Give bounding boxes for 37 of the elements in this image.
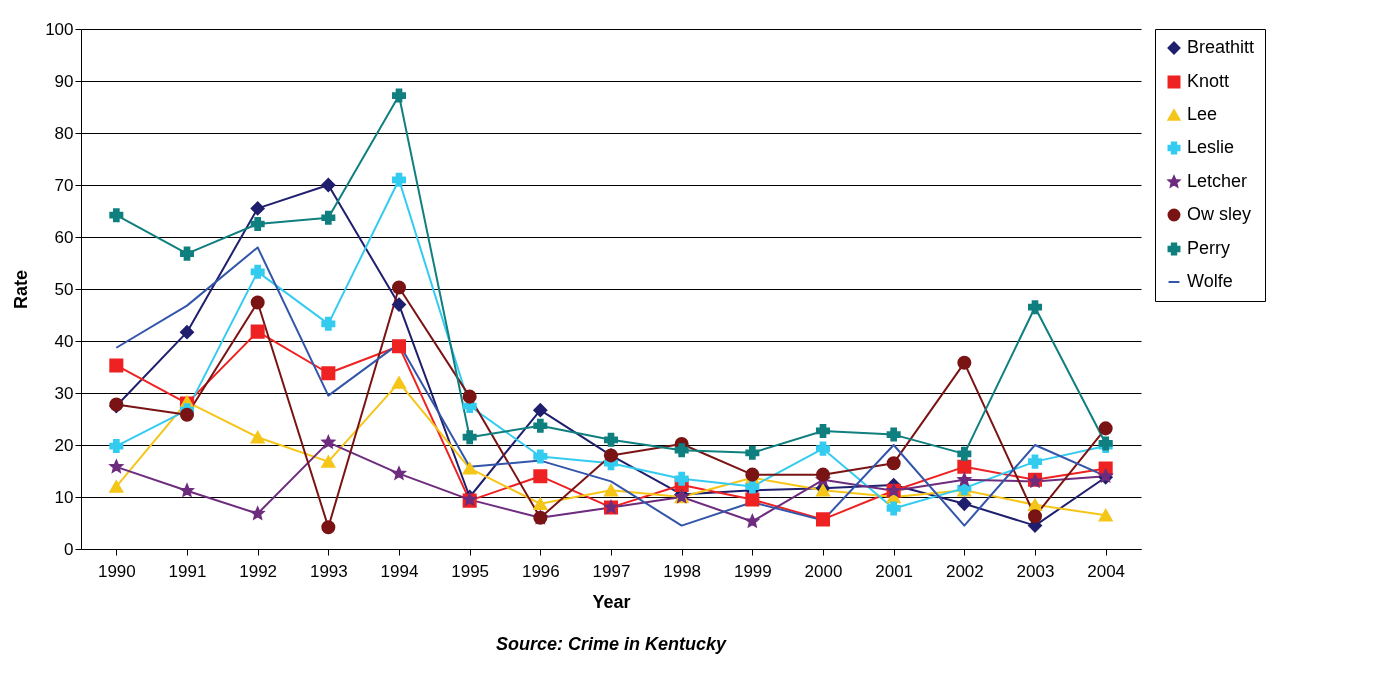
legend-label: Ow sley <box>1187 204 1252 224</box>
legend-label: Lee <box>1187 104 1218 124</box>
x-tick-label: 1996 <box>521 561 560 581</box>
legend-label: Wolfe <box>1187 271 1233 291</box>
x-tick-label: 1995 <box>451 561 490 581</box>
x-tick-label: 1994 <box>380 561 419 581</box>
x-tick-label: 2000 <box>804 561 843 581</box>
x-tick-label: 2003 <box>1016 561 1055 581</box>
x-tick-label: 1990 <box>97 561 136 581</box>
x-tick-label: 2004 <box>1087 561 1126 581</box>
legend-label: Letcher <box>1187 171 1248 191</box>
x-tick-label: 1992 <box>239 561 278 581</box>
x-tick-label: 1993 <box>309 561 348 581</box>
x-tick-label: 1997 <box>592 561 631 581</box>
legend-label: Knott <box>1187 71 1230 91</box>
y-tick-label: 20 <box>54 435 74 455</box>
x-tick-label: 2002 <box>945 561 984 581</box>
y-tick-label: 90 <box>54 71 74 91</box>
source-note: Source: Crime in Kentucky <box>495 634 728 654</box>
x-tick-label: 2001 <box>875 561 914 581</box>
y-tick-label: 60 <box>54 227 74 247</box>
y-axis-title: Rate <box>11 269 32 310</box>
x-tick-label: 1991 <box>168 561 207 581</box>
x-tick-label: 1999 <box>733 561 772 581</box>
y-tick-label: 50 <box>54 279 74 299</box>
y-tick-label: 0 <box>64 539 74 559</box>
legend-label: Breathitt <box>1187 37 1255 57</box>
y-tick-label: 10 <box>54 487 74 507</box>
legend-label: Perry <box>1187 238 1231 258</box>
y-tick-label: 70 <box>54 175 74 195</box>
x-tick-label: 1998 <box>663 561 702 581</box>
legend-label: Leslie <box>1187 137 1235 157</box>
y-tick-label: 40 <box>54 331 74 351</box>
y-tick-label: 100 <box>45 19 74 39</box>
y-tick-label: 80 <box>54 123 74 143</box>
y-tick-label: 30 <box>54 383 74 403</box>
x-axis-title: Year <box>592 591 631 612</box>
